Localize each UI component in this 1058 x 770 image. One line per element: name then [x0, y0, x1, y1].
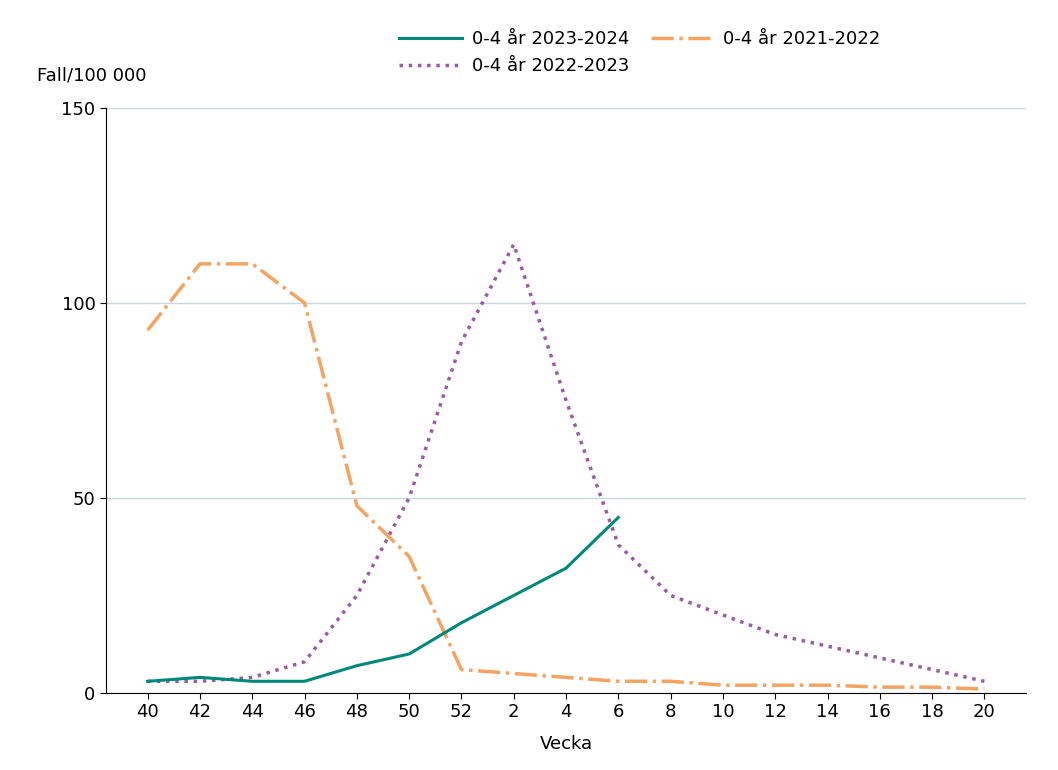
- 0-4 år 2023-2024: [142, 677, 154, 686]
- 0-4 år 2021-2022: [612, 677, 624, 686]
- 0-4 år 2023-2024: [403, 649, 416, 658]
- 0-4 år 2021-2022: [978, 685, 990, 694]
- 0-4 år 2021-2022: [769, 681, 782, 690]
- 0-4 år 2021-2022: [560, 673, 572, 682]
- 0-4 år 2021-2022: [194, 259, 206, 269]
- 0-4 år 2021-2022: [403, 552, 416, 561]
- 0-4 år 2022-2023: [455, 337, 468, 346]
- 0-4 år 2022-2023: [874, 653, 887, 662]
- Text: Fall/100 000: Fall/100 000: [37, 66, 146, 85]
- 0-4 år 2022-2023: [560, 396, 572, 405]
- 0-4 år 2022-2023: [664, 591, 677, 600]
- 0-4 år 2021-2022: [664, 677, 677, 686]
- 0-4 år 2021-2022: [298, 298, 311, 307]
- 0-4 år 2022-2023: [508, 239, 521, 249]
- 0-4 år 2023-2024: [612, 513, 624, 522]
- Legend: 0-4 år 2023-2024, 0-4 år 2022-2023, 0-4 år 2021-2022: 0-4 år 2023-2024, 0-4 år 2022-2023, 0-4 …: [393, 23, 888, 82]
- 0-4 år 2023-2024: [455, 618, 468, 628]
- 0-4 år 2022-2023: [769, 630, 782, 639]
- 0-4 år 2022-2023: [194, 677, 206, 686]
- 0-4 år 2021-2022: [821, 681, 834, 690]
- 0-4 år 2022-2023: [142, 677, 154, 686]
- 0-4 år 2021-2022: [874, 682, 887, 691]
- 0-4 år 2022-2023: [298, 657, 311, 666]
- 0-4 år 2021-2022: [716, 681, 729, 690]
- 0-4 år 2022-2023: [403, 494, 416, 503]
- 0-4 år 2023-2024: [560, 564, 572, 573]
- 0-4 år 2022-2023: [350, 591, 363, 600]
- 0-4 år 2023-2024: [194, 673, 206, 682]
- Line: 0-4 år 2021-2022: 0-4 år 2021-2022: [148, 264, 984, 689]
- 0-4 år 2021-2022: [142, 326, 154, 335]
- 0-4 år 2023-2024: [508, 591, 521, 600]
- 0-4 år 2021-2022: [455, 665, 468, 675]
- Line: 0-4 år 2023-2024: 0-4 år 2023-2024: [148, 517, 618, 681]
- 0-4 år 2021-2022: [508, 669, 521, 678]
- 0-4 år 2021-2022: [245, 259, 258, 269]
- 0-4 år 2022-2023: [612, 540, 624, 549]
- 0-4 år 2023-2024: [350, 661, 363, 671]
- 0-4 år 2021-2022: [350, 501, 363, 511]
- X-axis label: Vecka: Vecka: [540, 735, 592, 753]
- 0-4 år 2022-2023: [245, 673, 258, 682]
- 0-4 år 2022-2023: [926, 665, 938, 675]
- Line: 0-4 år 2022-2023: 0-4 år 2022-2023: [148, 244, 984, 681]
- 0-4 år 2022-2023: [821, 641, 834, 651]
- 0-4 år 2022-2023: [978, 677, 990, 686]
- 0-4 år 2023-2024: [245, 677, 258, 686]
- 0-4 år 2022-2023: [716, 611, 729, 620]
- 0-4 år 2023-2024: [298, 677, 311, 686]
- 0-4 år 2021-2022: [926, 682, 938, 691]
